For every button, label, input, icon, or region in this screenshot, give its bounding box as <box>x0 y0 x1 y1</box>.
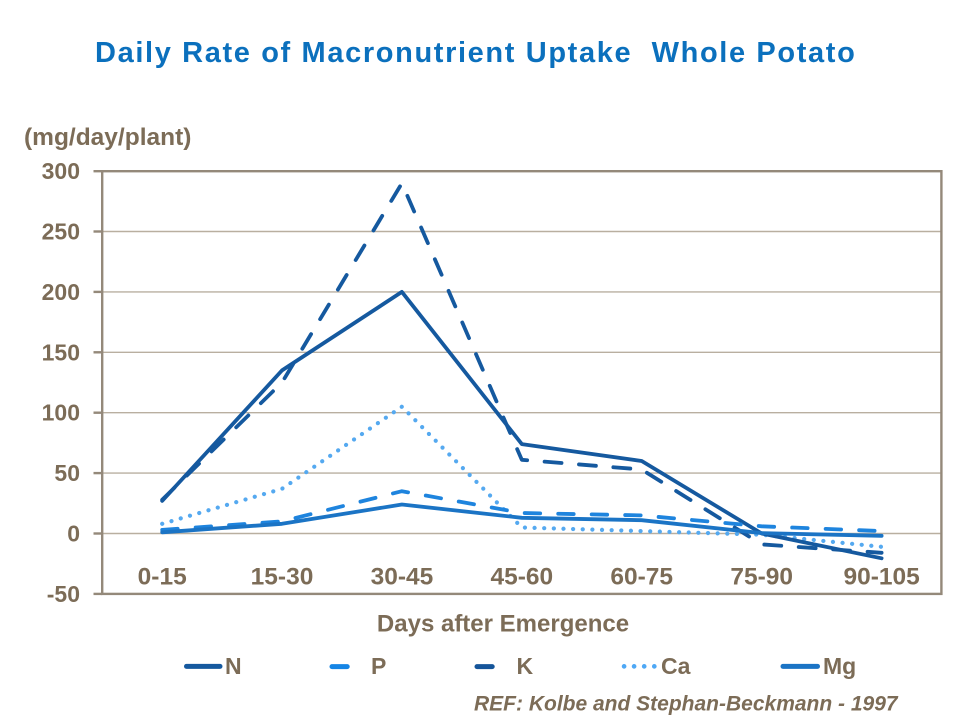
svg-text:90-105: 90-105 <box>843 564 919 591</box>
svg-text:Mg: Mg <box>823 653 856 679</box>
svg-text:60-75: 60-75 <box>610 564 673 591</box>
svg-text:0: 0 <box>67 521 80 547</box>
svg-text:300: 300 <box>42 158 80 184</box>
svg-text:Ca: Ca <box>661 653 691 679</box>
svg-text:P: P <box>371 653 386 679</box>
svg-text:50: 50 <box>54 460 80 486</box>
svg-text:150: 150 <box>42 339 80 365</box>
svg-text:Daily Rate of Macronutrient Up: Daily Rate of Macronutrient Uptake Whole… <box>95 37 856 69</box>
svg-text:0-15: 0-15 <box>138 564 187 591</box>
svg-text:100: 100 <box>42 400 80 426</box>
svg-text:REF: Kolbe and Stephan-Beckman: REF: Kolbe and Stephan-Beckmann - 1997 <box>474 693 899 716</box>
svg-text:45-60: 45-60 <box>490 564 553 591</box>
svg-text:15-30: 15-30 <box>251 564 314 591</box>
svg-text:250: 250 <box>42 219 80 245</box>
svg-text:30-45: 30-45 <box>371 564 434 591</box>
svg-text:200: 200 <box>42 279 80 305</box>
svg-text:-50: -50 <box>47 581 80 607</box>
svg-text:N: N <box>225 653 242 679</box>
svg-text:Days after Emergence: Days after Emergence <box>377 611 629 638</box>
svg-text:75-90: 75-90 <box>730 564 793 591</box>
svg-text:K: K <box>517 653 534 679</box>
svg-text:(mg/day/plant): (mg/day/plant) <box>24 124 191 151</box>
